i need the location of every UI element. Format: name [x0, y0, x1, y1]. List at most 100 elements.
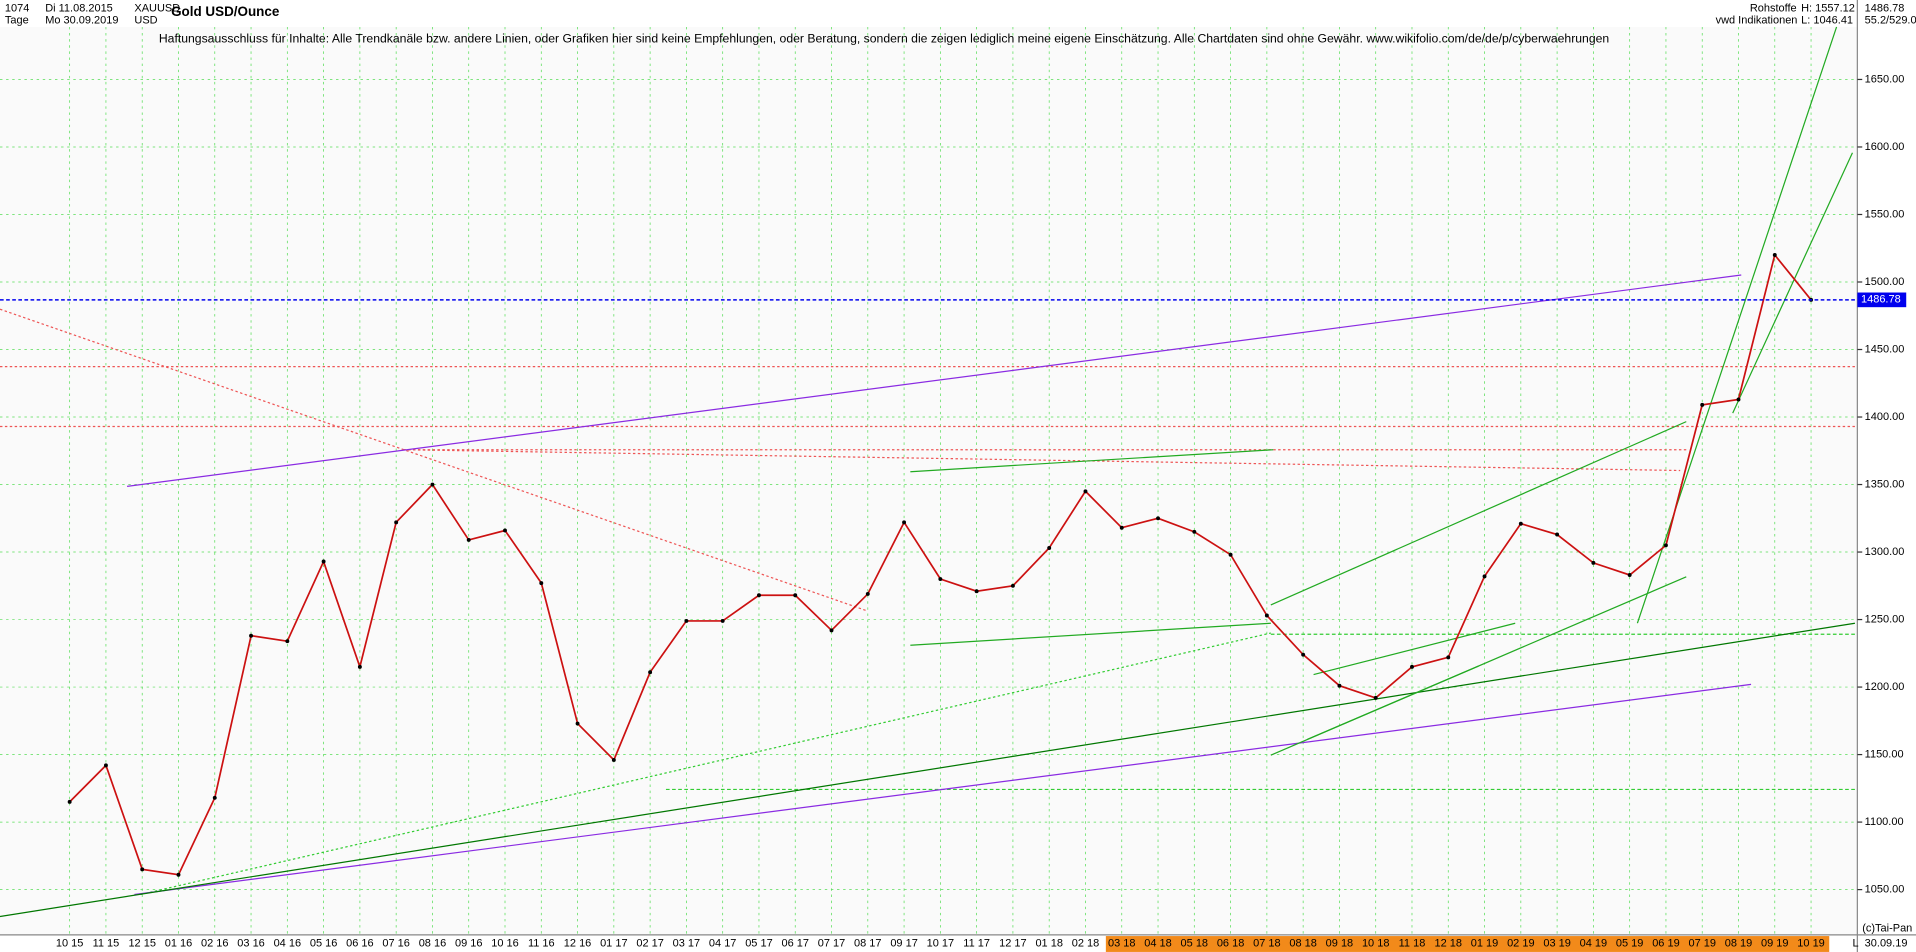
- x-tick-label: 06 18: [1217, 937, 1245, 949]
- y-tick-label: 1200.00: [1865, 681, 1905, 693]
- price-point: [1446, 655, 1451, 660]
- x-tick-label: 03 19: [1543, 937, 1571, 949]
- header: 1074 Di 11.08.2015 XAUUSD Tage Mo 30.09.…: [5, 3, 1916, 950]
- x-tick-label: 02 16: [201, 937, 229, 949]
- x-tick-label: 09 16: [455, 937, 483, 949]
- x-tick-label: 04 18: [1144, 937, 1172, 949]
- trendline: [0, 308, 868, 612]
- x-tick-label: 11 18: [1399, 937, 1426, 949]
- price-point: [1591, 560, 1596, 565]
- x-tick-label: 02 19: [1507, 937, 1535, 949]
- x-tick-label: 03 17: [673, 937, 701, 949]
- header-high: H: 1557.12: [1801, 3, 1855, 15]
- price-point: [575, 721, 580, 726]
- x-tick-label: 08 18: [1289, 937, 1317, 949]
- header-last: 1486.78: [1865, 3, 1905, 15]
- price-point: [684, 618, 689, 623]
- header-end: Mo 30.09.2019: [45, 15, 118, 27]
- price-point: [938, 577, 943, 582]
- y-tick-label: 1400.00: [1865, 411, 1905, 423]
- x-tick-label: 09 18: [1326, 937, 1354, 949]
- disclaimer: Haftungsausschluss für Inhalte: Alle Tre…: [159, 31, 1609, 45]
- price-point: [1337, 683, 1342, 688]
- price-point: [357, 664, 362, 669]
- price-point: [1119, 525, 1124, 530]
- header-period: Tage: [5, 15, 29, 27]
- price-point: [974, 589, 979, 594]
- price-point: [1410, 664, 1414, 669]
- x-tick-label: 05 18: [1181, 937, 1209, 949]
- price-point: [1264, 613, 1269, 618]
- y-tick-label: 1050.00: [1865, 884, 1905, 896]
- x-tick-label: 03 16: [237, 937, 264, 949]
- x-tick-label: 01 18: [1035, 937, 1063, 949]
- price-point: [466, 537, 471, 542]
- price-point: [67, 799, 72, 804]
- price-point: [1083, 489, 1088, 494]
- price-point: [176, 872, 181, 877]
- trendlines: [0, 26, 1858, 918]
- trendline: [1270, 421, 1687, 606]
- x-tick-label: 06 17: [781, 937, 809, 949]
- price-point: [285, 639, 290, 644]
- header-ratio: 55.2/529.0: [1865, 15, 1916, 27]
- x-tick-label: 01 17: [600, 937, 628, 949]
- price-layer: [0, 253, 1858, 877]
- x-tick-label: 08 17: [854, 937, 882, 949]
- y-tick-label: 1350.00: [1865, 478, 1905, 490]
- price-point: [394, 520, 399, 525]
- price-point: [249, 633, 254, 638]
- highlight-band: [1105, 936, 1830, 952]
- price-point: [1373, 695, 1378, 700]
- x-tick-label: 11 17: [963, 937, 990, 949]
- x-tick-label: 08 16: [419, 937, 447, 949]
- chart-title: Gold USD/Ounce: [171, 4, 280, 19]
- price-point: [1156, 516, 1160, 521]
- price-point: [757, 593, 761, 598]
- x-tick-label: 01 16: [165, 937, 193, 949]
- x-tick-label: 06 19: [1652, 937, 1680, 949]
- x-tick-label: 07 16: [382, 937, 410, 949]
- x-tick-label: 12 17: [999, 937, 1027, 949]
- last-price-box: [1857, 292, 1907, 308]
- y-tick-label: 1600.00: [1865, 141, 1905, 153]
- x-tick-label: 04 17: [709, 937, 737, 949]
- y-tick-label: 1250.00: [1865, 613, 1905, 625]
- price-point: [212, 795, 217, 800]
- y-tick-label: 1150.00: [1865, 748, 1904, 760]
- x-tick-label: 06 16: [346, 937, 374, 949]
- last-date: 30.09.19: [1865, 937, 1908, 949]
- price-point: [430, 482, 435, 487]
- header-source: vwd Indikationen: [1716, 15, 1798, 27]
- x-tick-label: 04 16: [274, 937, 302, 949]
- trendline: [134, 683, 1752, 896]
- trendline: [1313, 622, 1516, 676]
- price-point: [539, 581, 544, 586]
- trendline: [1732, 152, 1854, 414]
- price-point: [103, 763, 108, 768]
- trendline: [0, 622, 1855, 918]
- x-tick-label: 04 19: [1580, 937, 1608, 949]
- price-point: [1047, 546, 1052, 550]
- x-tick-label: 07 18: [1253, 937, 1281, 949]
- header-currency: USD: [134, 15, 157, 27]
- copyright: (c)Tai-Pan: [1862, 923, 1912, 935]
- x-tick-label: 07 19: [1688, 937, 1716, 949]
- x-tick-label: 11 15: [93, 937, 120, 949]
- price-point: [902, 520, 907, 525]
- x-tick-label: 10 15: [56, 937, 84, 949]
- price-point: [793, 593, 798, 598]
- y-tick-label: 1450.00: [1865, 343, 1905, 355]
- x-tick-label: 10 16: [491, 937, 519, 949]
- price-point: [1663, 543, 1668, 548]
- x-tick-label: 07 17: [818, 937, 846, 949]
- price-point: [1482, 574, 1487, 579]
- price-point: [1010, 583, 1015, 588]
- x-tick-label: 03 18: [1108, 937, 1136, 949]
- price-point: [1555, 532, 1560, 537]
- price-point: [1772, 253, 1777, 257]
- trendline: [910, 449, 1274, 473]
- price-point: [140, 867, 145, 872]
